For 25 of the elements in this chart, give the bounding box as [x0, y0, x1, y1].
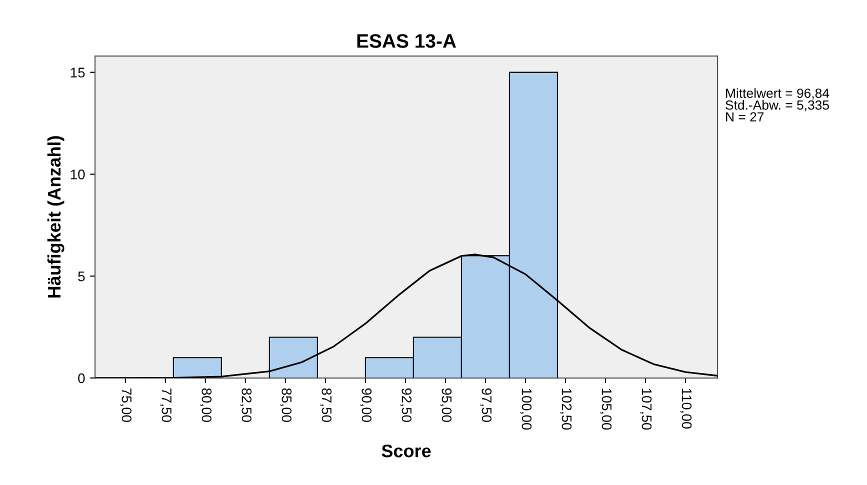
text: Mittelwert = 96,84 [726, 88, 830, 100]
chart-title: ESAS 13-A [357, 34, 456, 48]
y-tick-label: 5 [78, 272, 85, 282]
x-tick-label: 80,00 [200, 388, 212, 422]
x-tick-label: 95,00 [440, 388, 452, 422]
x-tick-label: 105,00 [600, 388, 612, 430]
x-tick-label: 107,50 [640, 388, 652, 430]
x-axis-title: Score [382, 444, 431, 458]
x-tick-label: 110,00 [680, 388, 692, 429]
x-tick-label: 77,50 [160, 388, 172, 422]
y-tick-label: 0 [78, 373, 85, 384]
x-tick-label: 90,00 [360, 388, 372, 422]
x-tick-label: 87,50 [320, 388, 332, 422]
x-tick-label: 75,00 [120, 388, 132, 422]
text: Std.-Abw. = 5,335 [726, 100, 829, 112]
x-tick-label: 102,50 [560, 388, 572, 430]
y-tick-label: 10 [70, 170, 85, 180]
x-tick-label: 100,00 [520, 388, 532, 430]
y-tick-label: 15 [70, 68, 85, 78]
x-tick-label: 82,50 [240, 388, 252, 422]
x-tick-label: 92,50 [400, 388, 412, 422]
y-axis-title: Häufigkeit (Anzahl) [47, 136, 64, 298]
x-tick-label: 85,00 [280, 388, 292, 422]
x-tick-label: 97,50 [480, 388, 492, 422]
text: N = 27 [726, 112, 764, 122]
